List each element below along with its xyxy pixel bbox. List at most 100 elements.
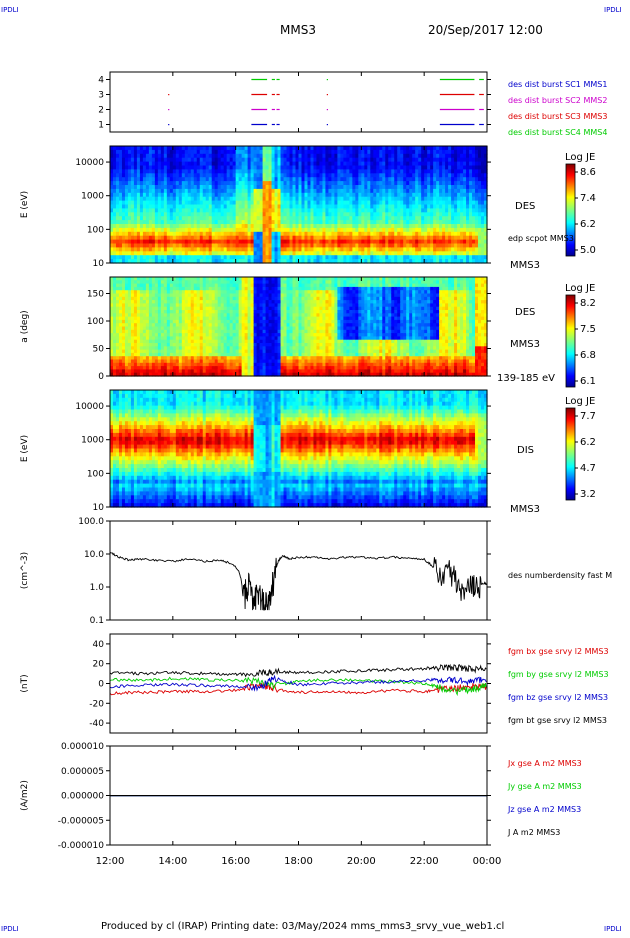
des-energy-cell	[208, 216, 213, 221]
des-energy-cell	[208, 177, 213, 182]
des-energy-cell	[151, 165, 156, 170]
des-energy-cell	[136, 255, 141, 260]
des-energy-cell	[199, 224, 204, 229]
des-energy-cell	[391, 247, 395, 252]
des-energy-cell	[256, 251, 261, 256]
des-pitch-cell	[211, 372, 216, 377]
des-energy-cell	[115, 247, 120, 252]
des-energy-cell	[217, 165, 222, 170]
des-energy-cell	[136, 208, 141, 213]
des-energy-cell	[169, 204, 174, 209]
des-energy-cell	[475, 204, 479, 209]
des-energy-cell	[271, 177, 276, 182]
des-pitch-cell	[181, 316, 186, 321]
des-energy-cell	[253, 231, 258, 237]
des-energy-cell	[292, 173, 297, 178]
des-energy-cell	[472, 188, 476, 194]
des-pitch-cell	[136, 366, 141, 370]
des-energy-cell	[397, 200, 401, 206]
des-pitch-cell	[130, 277, 135, 281]
des-pitch-cell	[130, 313, 135, 318]
des-energy-cell	[343, 227, 347, 233]
des-energy-cell	[139, 192, 144, 198]
des-pitch-cell	[220, 313, 225, 318]
des-energy-cell	[214, 173, 219, 178]
des-pitch-cell	[196, 326, 201, 331]
des-energy-cell	[367, 165, 371, 170]
des-energy-cell	[211, 216, 216, 221]
des-energy-cell	[394, 231, 398, 237]
des-energy-cell	[133, 231, 138, 237]
des-energy-cell	[472, 173, 476, 178]
des-energy-cell	[307, 204, 312, 209]
des-pitch-cell	[217, 359, 222, 364]
des-energy-cell	[454, 153, 458, 159]
des-energy-cell	[256, 255, 261, 260]
des-energy-cell	[388, 247, 392, 252]
des-energy-cell	[481, 259, 485, 264]
des-energy-cell	[463, 177, 467, 182]
des-energy-cell	[484, 146, 488, 151]
des-energy-cell	[163, 177, 168, 182]
des-pitch-cell	[208, 362, 213, 367]
des-energy-cell	[373, 177, 377, 182]
des-energy-cell	[130, 153, 135, 159]
des-energy-cell	[136, 188, 141, 194]
des-pitch-cell	[211, 316, 216, 321]
des-energy-cell	[421, 146, 425, 151]
des-energy-cell	[442, 255, 446, 260]
des-energy-cell	[472, 216, 476, 221]
des-pitch-cell	[115, 283, 120, 288]
des-energy-cell	[139, 161, 144, 167]
des-pitch-cell	[220, 296, 225, 301]
des-energy-cell	[328, 259, 333, 264]
des-energy-cell	[424, 146, 428, 151]
des-pitch-cell	[148, 283, 153, 288]
des-energy-cell	[142, 149, 147, 155]
des-energy-cell	[475, 208, 479, 213]
des-energy-cell	[343, 204, 347, 209]
des-pitch-cell	[229, 313, 234, 318]
des-energy-cell	[400, 192, 404, 198]
des-energy-cell	[373, 224, 377, 229]
des-pitch-cell	[124, 316, 129, 321]
des-energy-cell	[121, 196, 126, 202]
des-energy-cell	[319, 173, 324, 178]
des-energy-cell	[355, 146, 359, 151]
des-energy-cell	[256, 157, 261, 163]
des-energy-cell	[388, 149, 392, 155]
des-energy-cell	[412, 243, 416, 248]
des-energy-cell	[445, 196, 449, 202]
des-energy-cell	[388, 259, 392, 264]
des-energy-cell	[481, 212, 485, 217]
des-energy-cell	[346, 231, 350, 237]
des-energy-cell	[139, 149, 144, 155]
des-energy-cell	[313, 224, 318, 229]
des-energy-cell	[466, 224, 470, 229]
des-energy-cell	[358, 192, 362, 198]
des-energy-cell	[196, 146, 201, 151]
des-energy-cell	[127, 188, 132, 194]
des-energy-cell	[397, 177, 401, 182]
des-energy-cell	[166, 165, 171, 170]
des-energy-cell	[484, 259, 488, 264]
des-energy-cell	[436, 212, 440, 217]
des-energy-cell	[274, 185, 279, 190]
des-pitch-cell	[130, 290, 135, 295]
des-pitch-cell	[110, 300, 114, 304]
des-energy-cell	[466, 165, 470, 170]
des-energy-cell	[304, 173, 309, 178]
des-energy-cell	[148, 173, 153, 178]
des-pitch-cell	[196, 319, 201, 324]
des-pitch-cell	[154, 369, 159, 374]
des-energy-cell	[172, 212, 177, 217]
des-energy-cell	[436, 181, 440, 186]
des-pitch-cell	[190, 313, 195, 318]
des-energy-cell	[340, 188, 344, 194]
des-pitch-cell	[160, 283, 165, 288]
des-energy-cell	[112, 255, 117, 260]
des-energy-cell	[295, 247, 300, 252]
des-pitch-cell	[172, 349, 177, 354]
des-energy-cell	[373, 188, 377, 194]
des-energy-cell	[373, 247, 377, 252]
